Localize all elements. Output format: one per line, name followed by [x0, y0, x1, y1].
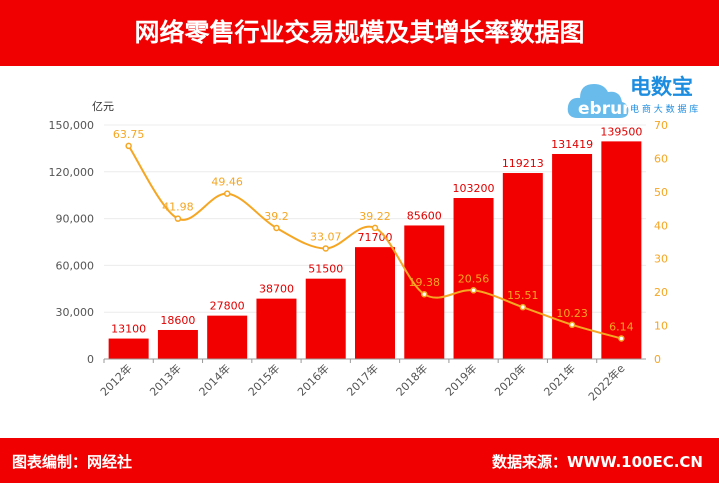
growth-point: [174, 215, 182, 222]
footer-bar: 图表编制：网经社 数据来源：WWW.100EC.CN: [0, 438, 719, 483]
bar-value-label: 38700: [259, 283, 294, 296]
growth-point: [568, 321, 576, 329]
bar: [453, 198, 494, 359]
bar-value-label: 51500: [308, 263, 343, 276]
bar: [207, 315, 248, 359]
growth-value-label: 33.07: [310, 230, 342, 243]
cloud-logo-icon: ebrun 电数宝 电 商 大 数 据 库: [567, 75, 698, 119]
y2-tick-label: 50: [654, 186, 668, 199]
y2-tick-label: 70: [654, 119, 668, 132]
y2-tick-label: 10: [654, 320, 668, 333]
bar-value-label: 13100: [111, 323, 146, 336]
bar: [305, 278, 346, 359]
growth-value-label: 39.22: [359, 210, 391, 223]
chart-title: 网络零售行业交易规模及其增长率数据图: [134, 18, 585, 47]
bar: [502, 173, 543, 359]
x-tick-label: 2012年: [97, 361, 134, 398]
y-tick-label: 150,000: [49, 119, 95, 132]
logo: ebrun 电数宝 电 商 大 数 据 库: [564, 70, 714, 130]
bar-value-label: 27800: [210, 300, 245, 313]
footer-compiler: 图表编制：网经社: [12, 453, 133, 471]
growth-point: [618, 335, 625, 342]
bar-value-label: 103200: [453, 182, 495, 195]
x-tick-label: 2021年: [541, 361, 578, 398]
bar-value-label: 139500: [600, 125, 642, 138]
x-tick-label: 2013年: [147, 361, 184, 398]
growth-value-label: 39.2: [264, 210, 289, 223]
y-tick-label: 120,000: [49, 166, 95, 179]
growth-point: [470, 287, 477, 294]
growth-value-label: 41.98: [162, 201, 194, 214]
bar: [601, 141, 642, 359]
growth-value-label: 10.23: [556, 307, 588, 320]
bar: [256, 298, 297, 359]
x-tick-label: 2020年: [491, 361, 528, 398]
logo-tagline: 电 商 大 数 据 库: [630, 103, 698, 115]
y2-tick-label: 30: [654, 253, 668, 266]
y-axis-label: 亿元: [92, 100, 114, 113]
growth-line: 63.75 41.98 49.46 39.2 33.07 39.22 19.38 20.56 1…: [113, 128, 634, 342]
chart: 13100 18600 27800 38700 51500 71700 85600 10320…: [49, 100, 669, 403]
bar-value-label: 18600: [160, 314, 195, 327]
x-tick-label: 2018年: [393, 361, 430, 398]
y2-tick-label: 0: [654, 353, 661, 366]
logo-mark: ebrun: [578, 99, 634, 119]
bar-value-label: 119213: [502, 157, 544, 170]
x-tick-label: 2022年e: [585, 361, 627, 403]
growth-value-label: 15.51: [507, 289, 539, 302]
bars: [108, 141, 642, 359]
growth-value-label: 20.56: [458, 272, 490, 285]
bar-value-label: 85600: [407, 209, 442, 222]
growth-point: [371, 224, 379, 232]
y-tick-label: 0: [87, 353, 94, 366]
y-tick-label: 90,000: [56, 213, 95, 226]
bar-labels: 13100 18600 27800 38700 51500 71700 85600 10320…: [111, 125, 642, 335]
chart-title-bar: 网络零售行业交易规模及其增长率数据图: [0, 0, 719, 66]
growth-value-label: 6.14: [609, 320, 634, 333]
x-tick-label: 2015年: [245, 361, 282, 398]
x-tick-label: 2019年: [442, 361, 479, 398]
bar: [108, 338, 149, 359]
growth-point: [421, 290, 428, 298]
bar-value-label: 71700: [358, 231, 393, 244]
growth-value-label: 19.38: [409, 276, 441, 289]
bar: [157, 329, 198, 359]
growth-point: [273, 224, 280, 232]
y2-tick-label: 40: [654, 219, 668, 232]
growth-point: [322, 245, 329, 252]
growth-point: [223, 190, 231, 197]
x-tick-label: 2017年: [344, 361, 381, 398]
growth-value-label: 49.46: [211, 176, 243, 189]
y-tick-label: 60,000: [56, 259, 95, 272]
y2-tick-label: 20: [654, 286, 668, 299]
growth-value-label: 63.75: [113, 128, 145, 141]
growth-point: [519, 303, 527, 311]
bar: [355, 247, 395, 359]
y-tick-label: 30,000: [56, 306, 95, 319]
x-tick-label: 2016年: [294, 361, 331, 398]
growth-point: [125, 142, 132, 150]
y2-tick-label: 60: [654, 152, 668, 165]
footer-source: 数据来源：WWW.100EC.CN: [492, 453, 703, 471]
x-tick-label: 2014年: [196, 361, 233, 398]
logo-name: 电数宝: [630, 75, 693, 99]
bar-value-label: 131419: [551, 138, 593, 151]
